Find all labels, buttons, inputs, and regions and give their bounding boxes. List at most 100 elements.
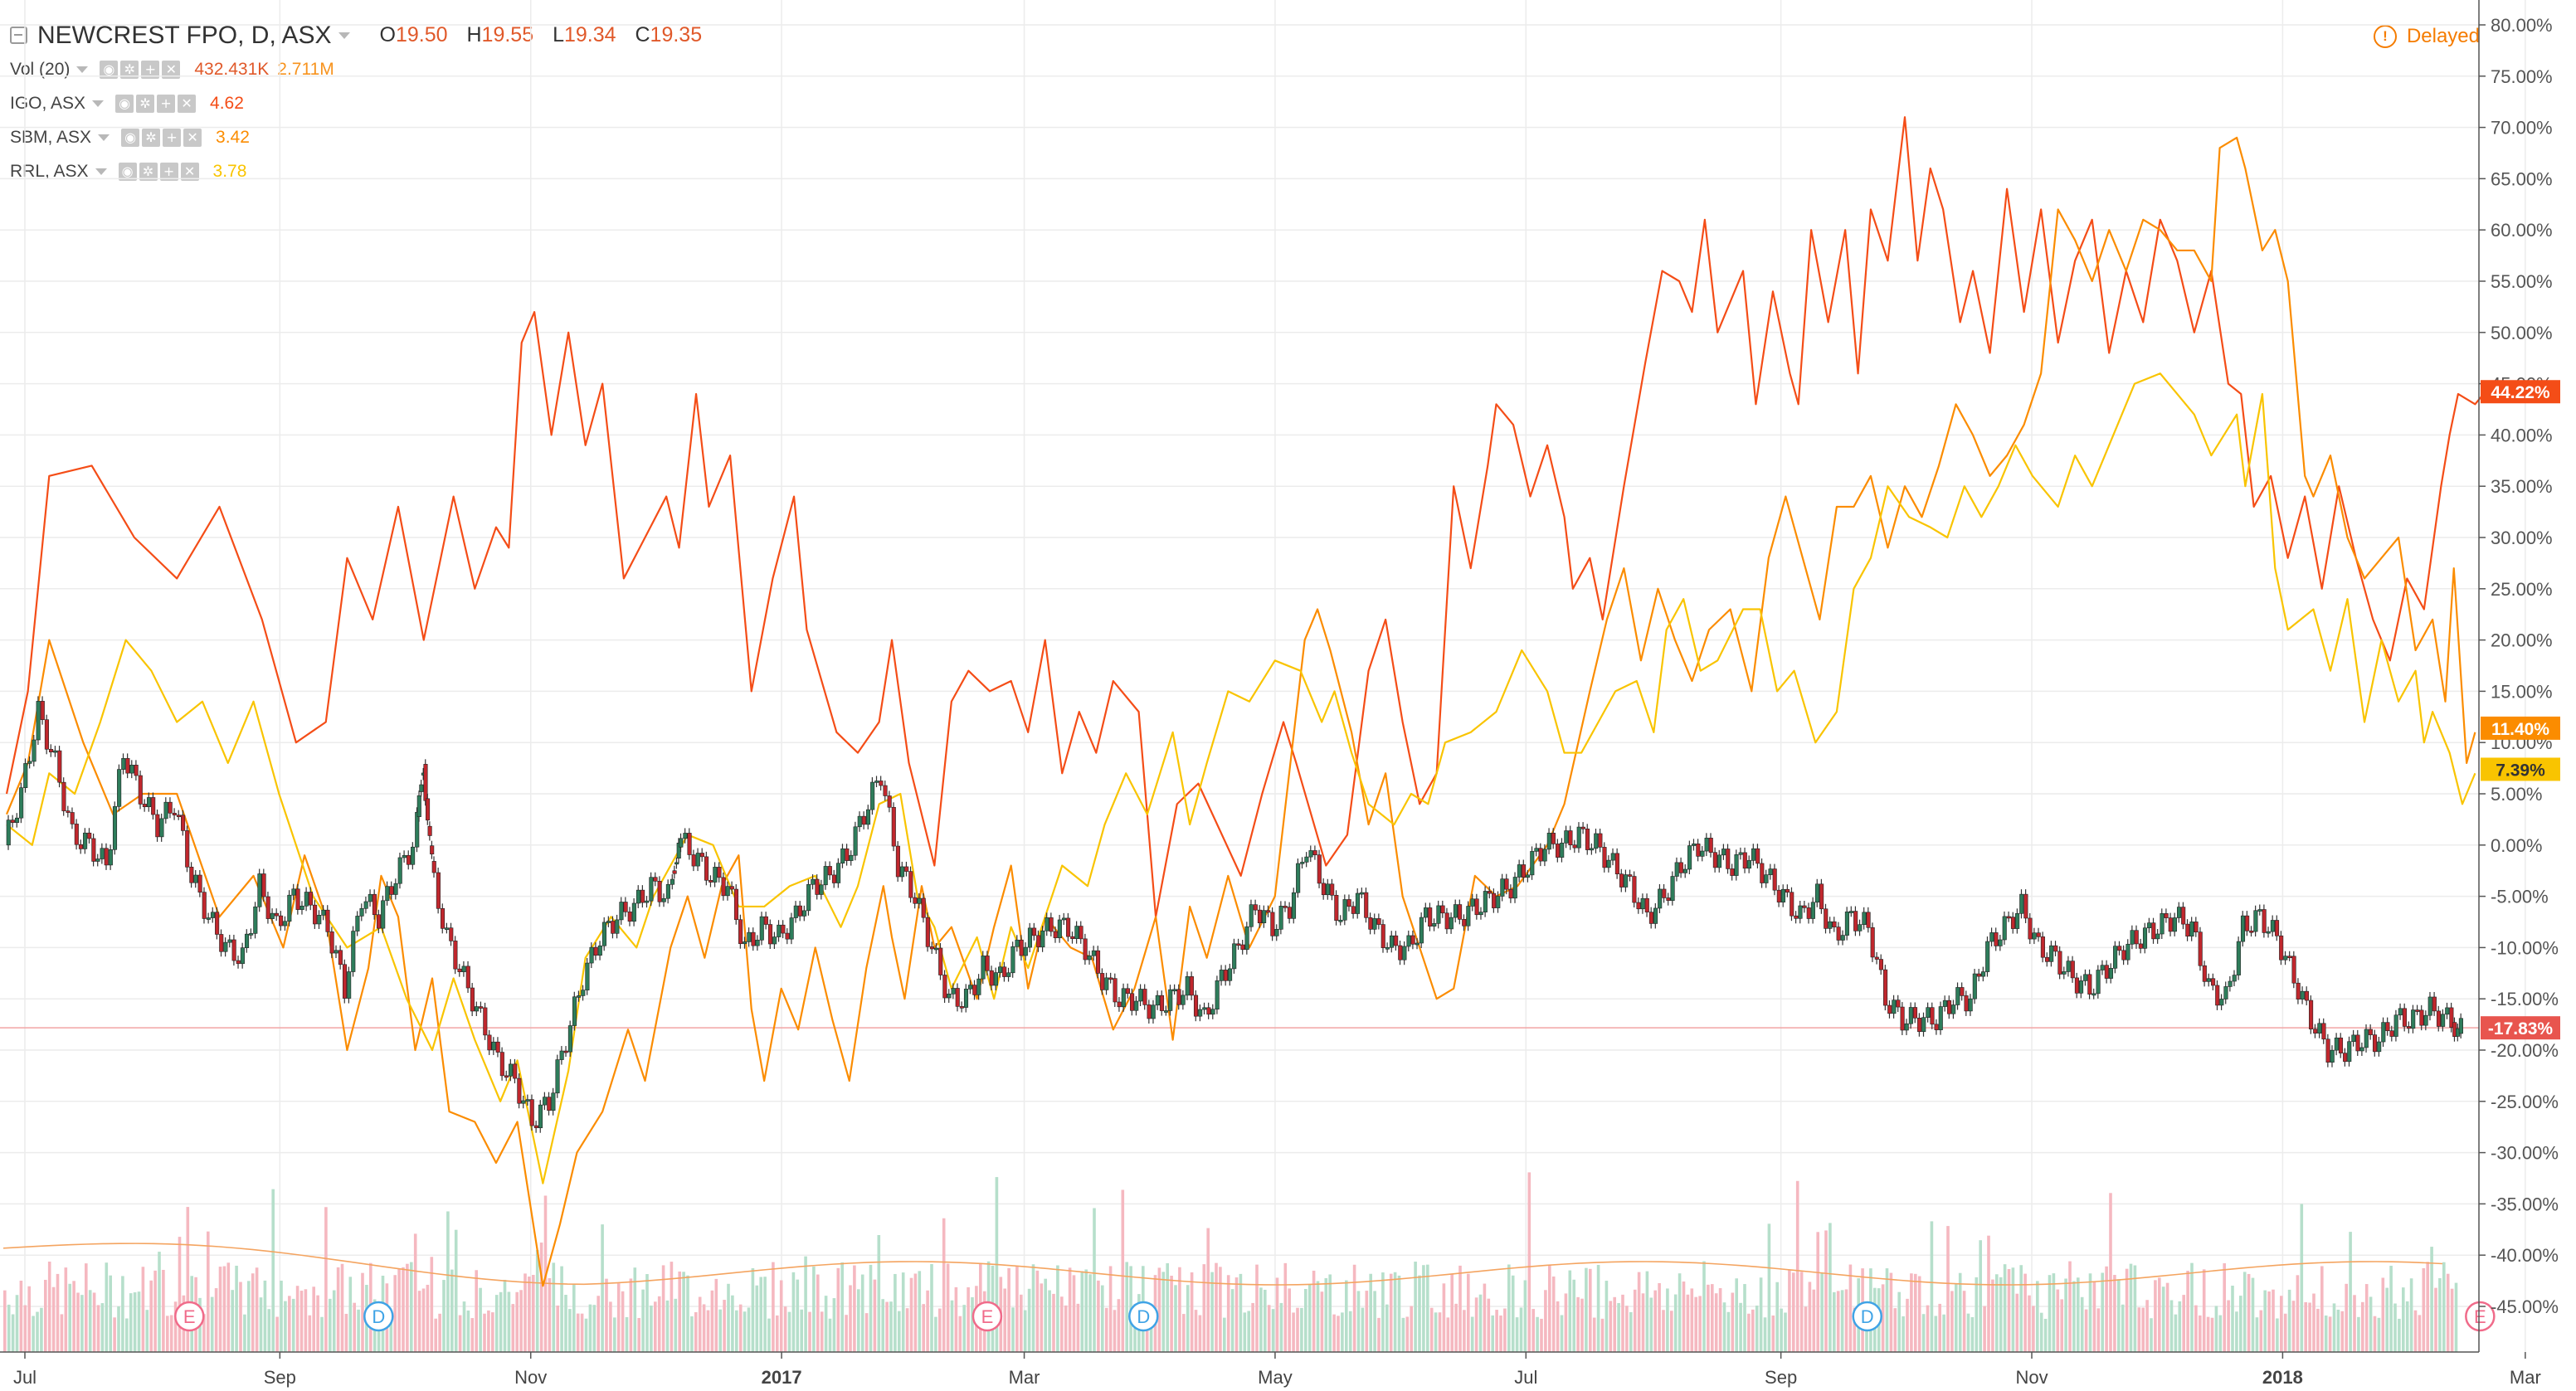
delayed-indicator[interactable]: ! Delayed	[2373, 25, 2480, 48]
close-icon[interactable]: ✕	[178, 94, 197, 113]
last-value-badge	[2481, 380, 2560, 404]
last-value-label: 11.40%	[2491, 720, 2549, 739]
candle-body	[1874, 956, 1879, 960]
volume-bar	[2190, 1262, 2194, 1352]
legend-value-2: 2.711M	[277, 59, 334, 79]
candle-body	[653, 877, 658, 882]
chevron-down-icon[interactable]	[98, 134, 110, 141]
delayed-icon: !	[2373, 25, 2397, 48]
volume-bar	[1515, 1317, 1519, 1352]
candle-body	[2338, 1037, 2344, 1053]
volume-bar	[113, 1317, 116, 1352]
eye-icon[interactable]: ◉	[100, 60, 119, 79]
legend-row-rrl[interactable]: RRL, ASX ◉ ✲ + ✕ 3.78	[10, 154, 715, 188]
series-line-sbm[interactable]	[5, 136, 2476, 1287]
volume-bar	[1255, 1264, 1259, 1352]
candle-body	[419, 784, 424, 792]
candle-body	[274, 912, 279, 917]
candle-body	[2240, 915, 2246, 942]
candlesticks[interactable]	[6, 696, 2463, 1133]
volume-bar	[1332, 1314, 1336, 1352]
volume-bar	[1454, 1303, 1458, 1352]
candle-body	[2415, 1009, 2420, 1012]
y-tick-label: -5.00%	[2491, 887, 2549, 907]
volume-bar	[1917, 1276, 1921, 1352]
candle-body	[2296, 982, 2301, 999]
volume-bar	[1625, 1306, 1629, 1352]
volume-bar	[1955, 1284, 1958, 1352]
chevron-down-icon[interactable]	[338, 32, 350, 39]
add-icon[interactable]: +	[141, 60, 160, 79]
volume-bar	[873, 1279, 877, 1352]
candle-body	[695, 853, 700, 867]
earnings-marker[interactable]	[971, 1301, 1003, 1332]
volume-bar	[2304, 1301, 2307, 1352]
legend-row-igo[interactable]: IGO, ASX ◉ ✲ + ✕ 4.62	[10, 86, 715, 120]
volume-bar	[1072, 1275, 1076, 1352]
earnings-marker[interactable]	[2465, 1301, 2496, 1332]
settings-icon[interactable]: ✲	[139, 162, 158, 181]
collapse-icon[interactable]	[10, 27, 27, 44]
candle-body	[1662, 888, 1667, 898]
volume-bar	[2418, 1315, 2422, 1352]
candle-body	[1406, 935, 1411, 947]
candle-body	[321, 909, 326, 916]
candle-body	[368, 893, 373, 902]
candle-body	[1806, 907, 1811, 919]
volume-bar	[2101, 1272, 2104, 1352]
chevron-down-icon[interactable]	[92, 100, 105, 107]
candle-body	[14, 817, 20, 823]
candle-body	[1270, 912, 1275, 936]
candle-body	[921, 897, 926, 918]
add-icon[interactable]: +	[159, 162, 178, 181]
volume-bar	[1202, 1264, 1206, 1352]
volume-bar	[1658, 1282, 1661, 1352]
chevron-down-icon[interactable]	[95, 168, 107, 175]
candle-body	[202, 892, 207, 919]
dividend-marker[interactable]	[1852, 1301, 1882, 1332]
candle-body	[2427, 996, 2432, 1016]
series-line-rrl[interactable]	[6, 372, 2476, 1184]
delayed-label: Delayed	[2406, 25, 2480, 47]
main-symbol-row[interactable]: NEWCREST FPO, D, ASX O19.50 H19.55 L19.3…	[10, 18, 715, 52]
volume-bar	[109, 1275, 112, 1352]
candle-body	[1853, 911, 1858, 931]
candle-body	[606, 921, 611, 923]
volume-bar	[889, 1301, 893, 1352]
eye-icon[interactable]: ◉	[121, 128, 140, 147]
volume-bar	[263, 1280, 267, 1352]
candle-body	[2300, 990, 2305, 999]
earnings-marker[interactable]	[174, 1301, 205, 1332]
add-icon[interactable]: +	[163, 128, 182, 147]
eye-icon[interactable]: ◉	[118, 162, 137, 181]
volume-bar	[909, 1277, 913, 1352]
series-line-igo[interactable]	[5, 116, 2485, 918]
volume-bar	[1324, 1277, 1328, 1352]
dividend-marker[interactable]	[363, 1301, 394, 1332]
volume-bar	[2247, 1273, 2251, 1352]
volume-bar	[2129, 1263, 2133, 1352]
chevron-down-icon[interactable]	[76, 66, 89, 73]
settings-icon[interactable]: ✲	[142, 128, 161, 147]
close-icon[interactable]: ✕	[183, 128, 202, 147]
close-icon[interactable]: ✕	[180, 162, 199, 181]
settings-icon[interactable]: ✲	[120, 60, 139, 79]
volume-bar	[2438, 1277, 2442, 1352]
legend-row-sbm[interactable]: SBM, ASX ◉ ✲ + ✕ 3.42	[10, 120, 715, 154]
candle-body	[2266, 931, 2271, 934]
dividend-marker[interactable]	[1128, 1301, 1159, 1332]
volume-bar	[1889, 1272, 1893, 1352]
volume-bar	[633, 1267, 637, 1352]
volume-bar	[2202, 1269, 2206, 1352]
volume-bar	[613, 1317, 616, 1352]
volume-bar	[1352, 1264, 1356, 1352]
volume-bar	[2096, 1308, 2101, 1352]
volume-bar	[1397, 1275, 1401, 1352]
settings-icon[interactable]: ✲	[136, 94, 155, 113]
eye-icon[interactable]: ◉	[115, 94, 134, 113]
add-icon[interactable]: +	[157, 94, 176, 113]
candle-body	[1402, 946, 1407, 961]
close-icon[interactable]: ✕	[162, 60, 181, 79]
volume-bar	[438, 1313, 441, 1352]
